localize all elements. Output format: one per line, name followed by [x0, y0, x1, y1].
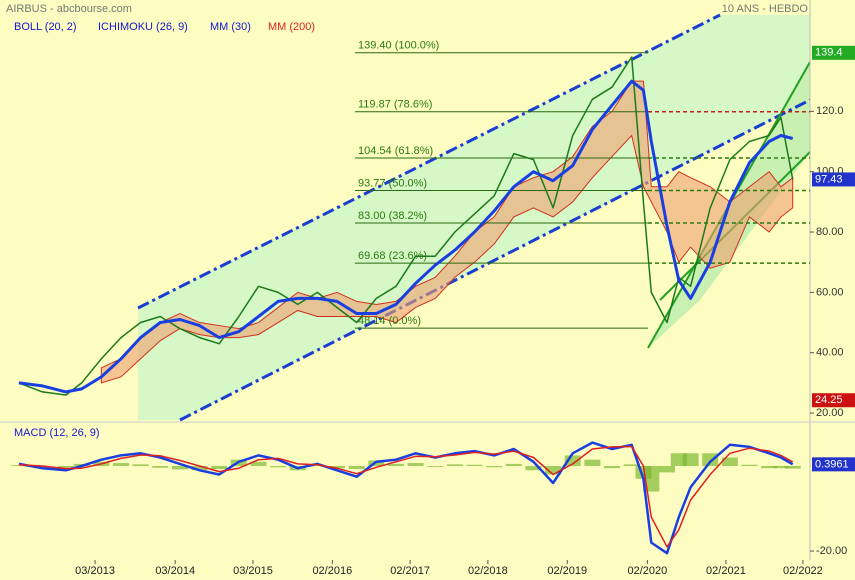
macd-histogram-bar: [387, 463, 404, 467]
legend-boll: BOLL (20, 2): [14, 21, 77, 33]
fib-label: 69.68 (23.6%): [358, 250, 427, 262]
ichimoku-cloud: [100, 80, 794, 384]
fib-label: 119.87 (78.6%): [358, 99, 432, 111]
fib-label: 83.00 (38.2%): [358, 210, 427, 222]
fib-label: 139.40 (100.0%): [358, 40, 439, 52]
macd-histogram-bar: [505, 463, 522, 467]
fib-label: 104.54 (61.8%): [358, 145, 433, 157]
macd-title: MACD (12, 26, 9): [14, 427, 100, 439]
x-tick-label: 02/2019: [547, 565, 587, 577]
y-tick-label: -20.00: [816, 545, 847, 557]
legend-ichimoku: ICHIMOKU (26, 9): [98, 21, 188, 33]
y-tick-label: 40.00: [816, 347, 844, 359]
macd-histogram-bar: [407, 463, 424, 467]
price-label-box: [812, 172, 855, 187]
channel-upper: [137, 13, 721, 310]
legend-mm30: MM (30): [210, 21, 251, 33]
macd-histogram-bar: [564, 455, 581, 467]
y-tick-label: 120.0: [816, 105, 844, 117]
price-label-box: [812, 457, 855, 472]
price-label-box: [812, 393, 855, 408]
macd-histogram-bar: [57, 466, 74, 468]
macd-histogram-bar: [486, 466, 503, 468]
macd-histogram-bar: [250, 461, 267, 467]
x-tick-label: 02/2017: [390, 565, 430, 577]
macd-histogram-bar: [721, 457, 738, 467]
macd-histogram-bar: [132, 464, 149, 467]
price-label: 24.25: [815, 394, 843, 406]
macd-histogram-bar: [270, 466, 287, 468]
macd-histogram-bar: [112, 463, 129, 467]
macd-histogram-bar: [659, 466, 676, 473]
y-tick-label: 60.00: [816, 286, 844, 298]
macd-histogram-bar: [446, 464, 463, 467]
macd-histogram-bar: [309, 465, 326, 467]
macd-histogram-bar: [152, 466, 169, 468]
x-tick-label: 02/2016: [312, 565, 352, 577]
x-tick-label: 03/2015: [233, 565, 273, 577]
macd-histogram-bar: [584, 459, 601, 467]
macd-line: [18, 441, 794, 555]
macd-histogram-bar: [643, 466, 660, 492]
subtitle: 10 ANS - HEBDO: [722, 3, 809, 15]
macd-histogram-bar: [545, 466, 562, 475]
macd-histogram-bar: [525, 466, 542, 471]
macd-histogram-bar: [682, 453, 699, 467]
macd-histogram-bar: [761, 466, 778, 469]
macd-histogram-bar: [427, 466, 444, 467]
legend-mm200: MM (200): [268, 21, 315, 33]
fib-label: 48.14 (0.0%): [358, 315, 421, 327]
x-tick-label: 02/2021: [706, 565, 746, 577]
macd-histogram-bar: [191, 466, 208, 471]
macd-histogram-bar: [466, 464, 483, 467]
macd-line: [18, 445, 794, 548]
macd-histogram-bar: [171, 466, 188, 470]
macd-histogram-bar: [784, 466, 801, 469]
macd-histogram-bar: [10, 465, 27, 467]
macd-histogram-bar: [623, 464, 640, 467]
x-tick-label: 03/2014: [155, 565, 195, 577]
x-tick-label: 03/2013: [75, 565, 115, 577]
channel-lower: [179, 98, 811, 422]
price-label: 139.4: [815, 47, 843, 59]
macd-histogram-bar: [741, 464, 758, 467]
macd-histogram-bar: [702, 453, 719, 467]
y-tick-label: 80.00: [816, 226, 844, 238]
x-tick-label: 02/2022: [783, 565, 823, 577]
x-tick-label: 02/2018: [468, 565, 508, 577]
macd-histogram-bar: [329, 466, 346, 469]
macd-histogram-bar: [211, 466, 228, 470]
macd-histogram-bar: [348, 466, 365, 470]
title: AIRBUS - abcbourse.com: [6, 3, 132, 15]
x-tick-label: 02/2020: [627, 565, 667, 577]
macd-histogram-bar: [604, 466, 621, 469]
y-tick-label: 20.00: [816, 407, 844, 419]
price-label-box: [812, 45, 855, 60]
price-label: 97.43: [815, 173, 843, 185]
mm30-line: [18, 79, 794, 394]
macd-histogram-bar: [772, 466, 789, 469]
fib-label: 93.77 (50.0%): [358, 177, 427, 189]
price-label: 0.3961: [815, 458, 849, 470]
